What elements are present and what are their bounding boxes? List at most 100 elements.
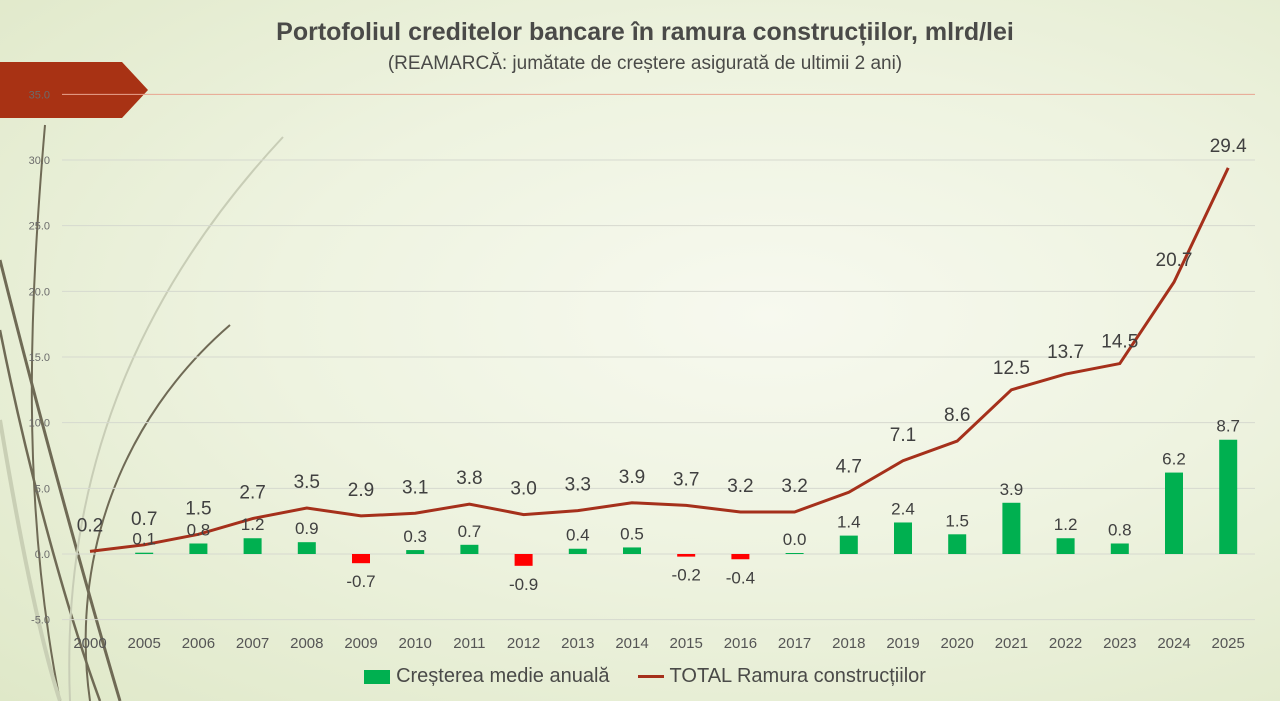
growth-bar [1219, 439, 1238, 554]
bar-data-label: 8.7 [1216, 417, 1240, 436]
bar-data-label: 1.5 [945, 511, 969, 530]
growth-bar [1110, 543, 1129, 554]
bar-data-label: 0.7 [458, 522, 482, 541]
bar-data-label: 0.8 [1108, 520, 1132, 539]
line-data-label: 13.7 [1047, 342, 1084, 363]
x-tick-label: 2005 [128, 635, 161, 652]
line-data-label: 4.7 [836, 456, 862, 477]
bar-data-label: 1.2 [241, 515, 265, 534]
growth-bar [1056, 538, 1075, 554]
growth-bar [189, 543, 208, 554]
legend-label: Creșterea medie anuală [396, 665, 610, 687]
line-data-label: 14.5 [1101, 332, 1138, 353]
legend: Creșterea medie anuală TOTAL Ramura cons… [0, 665, 1280, 688]
growth-bar [1002, 502, 1021, 554]
y-tick-label: 20.0 [29, 286, 50, 298]
y-tick-label: 5.0 [35, 483, 50, 495]
line-data-label: 7.1 [890, 425, 916, 446]
x-tick-label: 2017 [778, 635, 811, 652]
y-tick-label: 30.0 [29, 155, 50, 167]
line-data-label: 3.9 [619, 467, 645, 488]
line-data-label: 2.9 [348, 480, 374, 501]
bar-data-label: 3.9 [1000, 480, 1024, 499]
x-tick-label: 2014 [615, 635, 648, 652]
growth-bar [948, 534, 967, 554]
x-tick-label: 2024 [1157, 635, 1190, 652]
y-tick-label: 10.0 [29, 418, 50, 430]
growth-bar [1165, 472, 1183, 554]
line-data-label: 20.7 [1156, 250, 1193, 271]
line-data-label: 3.1 [402, 477, 428, 498]
growth-bar [894, 522, 912, 554]
x-tick-label: 2009 [344, 635, 377, 652]
x-tick-label: 2022 [1049, 635, 1082, 652]
line-data-label: 12.5 [993, 358, 1030, 379]
x-tick-label: 2018 [832, 635, 865, 652]
growth-bar [839, 535, 858, 554]
x-tick-label: 2010 [399, 635, 432, 652]
x-tick-label: 2008 [290, 635, 323, 652]
growth-bar [297, 542, 316, 554]
growth-bar [135, 552, 154, 554]
growth-bar [623, 547, 641, 554]
bar-data-label: 6.2 [1162, 450, 1186, 469]
y-tick-label: 35.0 [29, 89, 50, 101]
legend-item-bar: Creșterea medie anuală [364, 665, 610, 688]
x-tick-label: 2023 [1103, 635, 1136, 652]
growth-bar [677, 554, 696, 557]
x-tick-label: 2012 [507, 635, 540, 652]
decorative-curves [0, 124, 284, 701]
x-tick-label: 2019 [886, 635, 919, 652]
legend-label: TOTAL Ramura construcțiilor [669, 665, 926, 687]
bar-data-label: 0.3 [403, 527, 427, 546]
legend-swatch-line [637, 675, 664, 678]
line-data-label: 2.7 [239, 483, 265, 504]
bar-data-label: 0.8 [187, 520, 211, 539]
line-data-label: 3.5 [294, 472, 320, 493]
line-data-label: 29.4 [1210, 136, 1247, 157]
growth-bar [514, 554, 533, 566]
bar-data-label: -0.9 [509, 575, 538, 594]
x-tick-label: 2013 [561, 635, 594, 652]
bar-data-label: -0.2 [672, 566, 701, 585]
bar-data-label: 1.2 [1054, 515, 1078, 534]
x-tick-label: 2015 [670, 635, 703, 652]
y-tick-label: 25.0 [29, 221, 50, 233]
x-tick-label: 2006 [182, 635, 215, 652]
line-data-label: 3.8 [456, 468, 482, 489]
x-tick-label: 2007 [236, 635, 269, 652]
line-data-label: 0.2 [77, 515, 103, 536]
line-data-label: 3.3 [565, 475, 591, 496]
line-data-label: 0.7 [131, 509, 157, 530]
line-data-label: 3.0 [510, 479, 536, 500]
x-tick-label: 2016 [724, 635, 757, 652]
bar-data-label: -0.7 [346, 572, 375, 591]
y-tick-label: 0.0 [35, 549, 50, 561]
bar-data-label: 2.4 [891, 499, 915, 518]
line-data-label: 8.6 [944, 405, 970, 426]
bar-data-label: 0.4 [566, 526, 590, 545]
legend-item-line: TOTAL Ramura construcțiilor [637, 665, 926, 688]
growth-bar [352, 554, 370, 564]
growth-bar [460, 544, 479, 554]
bar-data-label: -0.4 [726, 568, 755, 587]
title-banner [0, 62, 148, 118]
y-tick-label: 15.0 [29, 352, 50, 364]
bar-data-label: 0.5 [620, 524, 644, 543]
x-tick-label: 2020 [941, 635, 974, 652]
line-data-label: 3.2 [781, 476, 807, 497]
x-tick-label: 2011 [453, 635, 485, 652]
chart-subtitle: (REAMARCĂ: jumătate de creștere asigurat… [387, 53, 903, 74]
chart-title: Portofoliul creditelor bancare în ramura… [276, 18, 1014, 46]
growth-bar [785, 553, 804, 554]
line-data-label: 1.5 [185, 498, 211, 519]
legend-swatch-bar [364, 669, 391, 684]
bar-data-label: 0.0 [783, 530, 807, 549]
x-tick-label: 2025 [1212, 635, 1245, 652]
total-series-line [89, 167, 1230, 553]
y-tick-label: -5.0 [31, 615, 50, 627]
growth-bar [243, 538, 262, 554]
bar-data-label: 0.9 [295, 519, 319, 538]
bar-data-label: 1.4 [837, 513, 861, 532]
